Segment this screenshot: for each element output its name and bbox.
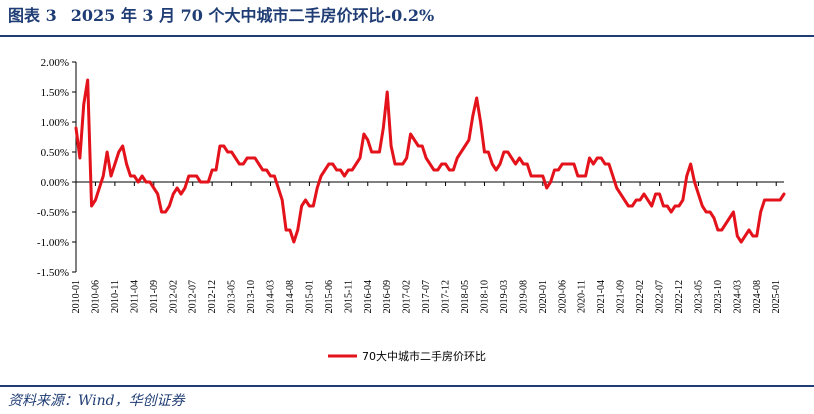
title-rule [0,35,814,37]
x-tick-label: 2024-03 [732,280,743,313]
x-tick-label: 2012-02 [168,280,179,313]
x-tick-label: 2010-11 [110,280,121,313]
x-tick-label: 2021-04 [596,280,607,313]
y-tick-label: 2.00% [41,57,69,69]
x-tick-label: 2017-07 [421,280,432,313]
x-tick-label: 2020-11 [577,280,588,313]
x-tick-label: 2022-02 [635,280,646,313]
x-tick-label: 2013-05 [227,280,238,313]
figure-title: 图表 3 2025 年 3 月 70 个大中城市二手房价环比-0.2% [8,4,434,28]
series-line-0 [74,78,786,244]
x-tick-label: 2015-06 [324,280,335,313]
x-tick-label: 2019-03 [499,280,510,313]
source-note: 资料来源：Wind，华创证券 [8,393,185,409]
y-tick-label: -1.00% [37,237,69,249]
x-tick-label: 2023-10 [713,280,724,313]
x-tick-label: 2010-01 [71,280,82,313]
y-tick-label: 0.00% [41,177,69,189]
figure-label: 图表 3 [8,6,57,25]
y-tick-label: -1.50% [37,267,69,279]
y-axis: 2.00% 1.50% 1.00% 0.50% 0.00% -0.50% -1.00% -1.… [37,57,77,279]
x-tick-label: 2015-11 [343,280,354,313]
x-tick-label: 2018-05 [460,280,471,313]
legend: 70大中城市二手房价环比 [328,349,486,363]
y-tick-label: 1.00% [41,117,69,129]
x-tick-label: 2012-07 [188,280,199,313]
figure-title-text: 2025 年 3 月 70 个大中城市二手房价环比-0.2% [70,6,435,25]
x-tick-label: 2017-12 [441,280,452,313]
x-tick-label: 2018-10 [479,280,490,313]
x-tick-label: 2012-12 [207,280,218,313]
x-tick-label: 2013-10 [246,280,257,313]
x-tick-label: 2010-06 [90,280,101,313]
x-tick-label: 2020-06 [557,280,568,313]
footer-rule [0,385,814,387]
x-tick-label: 2016-04 [363,280,374,313]
x-tick-label: 2014-08 [285,280,296,313]
x-tick-label: 2022-12 [674,280,685,313]
x-tick-label: 2011-04 [129,280,140,313]
x-tick-label: 2021-09 [616,280,627,313]
x-tick-label: 2025-01 [771,280,782,313]
x-tick-label: 2014-03 [266,280,277,313]
y-tick-label: 0.50% [41,147,69,159]
x-tick-label: 2015-01 [304,280,315,313]
y-tick-label: -0.50% [37,207,69,219]
legend-label: 70大中城市二手房价环比 [362,349,486,363]
x-tick-label: 2011-09 [149,280,160,313]
line-chart: 2.00% 1.50% 1.00% 0.50% 0.00% -0.50% -1.00% -1.… [37,57,786,363]
x-tick-label: 2023-05 [693,280,704,313]
x-axis: 2010-01 2010-06 2010-11 2011-04 2011-09 2012-… [71,181,784,313]
x-tick-label: 2022-07 [655,280,666,313]
x-tick-label: 2024-08 [752,280,763,313]
x-tick-label: 2017-02 [402,280,413,313]
x-tick-label: 2020-01 [538,280,549,313]
y-tick-label: 1.50% [41,87,69,99]
series-layer [74,78,786,244]
x-tick-label: 2016-09 [382,280,393,313]
x-tick-label: 2019-08 [518,280,529,313]
